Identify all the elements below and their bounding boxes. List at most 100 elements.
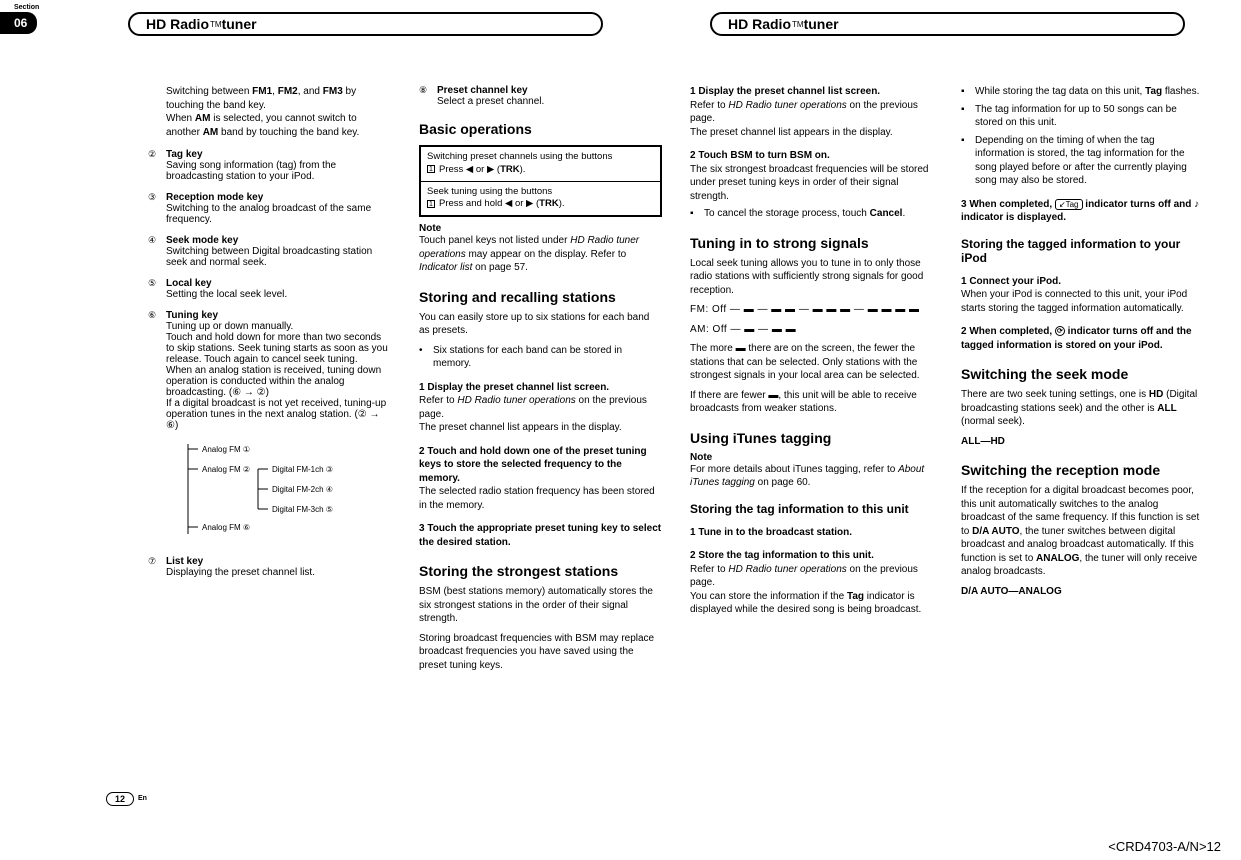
column-2: ⑧ Preset channel keySelect a preset chan… [419, 85, 662, 678]
t: ALL [1157, 403, 1176, 414]
item-4: ④ Seek mode keySwitching between Digital… [148, 235, 391, 268]
t: The more ▬ there are on the screen, the … [690, 342, 933, 383]
t: 1 Tune in to the broadcast station. [690, 526, 933, 540]
desc: Touch and hold down for more than two se… [166, 332, 391, 365]
diag-d1: Digital FM-1ch ③ [272, 465, 333, 474]
c3-step-2: 2 Touch BSM to turn BSM on. The six stro… [690, 149, 933, 203]
t: Tag [1145, 86, 1162, 97]
t: Refer to [690, 564, 728, 575]
t: Depending on the timing of when the tag … [975, 134, 1204, 188]
t: FM1 [252, 86, 272, 97]
title: Tuning key [166, 310, 391, 321]
title: List key [166, 556, 391, 567]
t: You can easily store up to six stations … [419, 311, 662, 338]
t: Refer to [690, 100, 728, 111]
t: If there are fewer ▬, this unit will be … [690, 389, 933, 416]
desc: Switching between Digital broadcasting s… [166, 246, 391, 268]
num: ⑥ [148, 310, 166, 431]
note-text: Touch panel keys not listed under HD Rad… [419, 234, 662, 275]
title: Local key [166, 278, 391, 289]
op-row-1: Switching preset channels using the butt… [421, 147, 660, 181]
t: on page 57. [472, 262, 528, 273]
t: BSM (best stations memory) automatically… [419, 585, 662, 626]
t: HD Radio tuner operations [728, 564, 846, 575]
t: 3 When completed, ↙Tag indicator turns o… [961, 198, 1204, 225]
header-title-r: HD Radio [728, 16, 791, 32]
t: Touch panel keys not listed under [419, 235, 570, 246]
desc: If a digital broadcast is not yet receiv… [166, 398, 391, 431]
column-1: Switching between FM1, FM2, and FM3 by t… [148, 85, 391, 678]
title: Seek mode key [166, 235, 391, 246]
heading-strongest-stations: Storing the strongest stations [419, 563, 662, 579]
t: The preset channel list appears in the d… [419, 421, 662, 435]
t: Seek tuning using the buttons [427, 186, 654, 199]
operations-box: Switching preset channels using the butt… [419, 145, 662, 217]
t: ). [520, 164, 526, 175]
ipod-step-1: 1 Connect your iPod. When your iPod is c… [961, 275, 1204, 316]
t: 2 Touch BSM to turn BSM on. [690, 149, 933, 163]
num: ⑤ [148, 278, 166, 300]
ipod-step-2: 2 When completed, ⟳ indicator turns off … [961, 325, 1204, 352]
t: ). [559, 198, 565, 209]
t: , and [298, 86, 323, 97]
heading-store-ipod: Storing the tagged information to your i… [961, 237, 1204, 265]
t: 3 Touch the appropriate preset tuning ke… [419, 522, 662, 549]
t: The preset channel list appears in the d… [690, 126, 933, 140]
t: FM2 [278, 86, 298, 97]
desc: Saving song information (tag) from the b… [166, 160, 391, 182]
header-title: HD Radio [146, 16, 209, 32]
t: Local seek tuning allows you to tune in … [690, 257, 933, 298]
t: HD Radio tuner operations [457, 395, 575, 406]
t: When [166, 113, 195, 124]
desc: Setting the local seek level. [166, 289, 391, 300]
t: AM [203, 127, 219, 138]
bullet: ▪The tag information for up to 50 songs … [961, 103, 1204, 130]
step-3: 3 Touch the appropriate preset tuning ke… [419, 522, 662, 549]
t: Cancel [870, 208, 903, 219]
seek-mode-values: ALL—HD [961, 436, 1005, 447]
am-levels: AM: Off — ▬ — ▬ ▬ [690, 323, 933, 337]
t: Switching between [166, 86, 252, 97]
t: 2 When completed, [961, 326, 1055, 337]
col1-intro: Switching between FM1, FM2, and FM3 by t… [148, 85, 391, 139]
bullet: ▪While storing the tag data on this unit… [961, 85, 1204, 99]
t: Refer to [419, 395, 457, 406]
c3-st-2: 2 Store the tag information to this unit… [690, 549, 933, 617]
t: Storing broadcast frequencies with BSM m… [419, 632, 662, 673]
t: 2 Store the tag information to this unit… [690, 549, 933, 563]
t: While storing the tag data on this unit, [975, 86, 1145, 97]
item-8: ⑧ Preset channel keySelect a preset chan… [419, 85, 662, 107]
item-5: ⑤ Local keySetting the local seek level. [148, 278, 391, 300]
t: There are two seek tuning settings, one … [961, 389, 1149, 400]
reception-para: If the reception for a digital broadcast… [961, 484, 1204, 579]
t: Press ◀ or ▶ ( [439, 164, 500, 175]
page-number: 12 [106, 792, 134, 806]
t: Press and hold ◀ or ▶ ( [439, 198, 539, 209]
desc: When an analog station is received, tuni… [166, 365, 391, 398]
t: The tag information for up to 50 songs c… [975, 103, 1204, 130]
diag-d3: Digital FM-3ch ⑤ [272, 505, 333, 514]
header-tm: TM [210, 20, 222, 29]
t: D/A AUTO [972, 526, 1019, 537]
section-number-tab: 06 [0, 12, 37, 34]
heading-itunes-tagging: Using iTunes tagging [690, 430, 933, 446]
t: band by touching the band key. [218, 127, 359, 138]
t: You can store the information if the [690, 591, 847, 602]
itunes-note: For more details about iTunes tagging, r… [690, 463, 933, 490]
heading-switch-seek: Switching the seek mode [961, 366, 1204, 382]
t: The six strongest broadcast frequencies … [690, 163, 933, 204]
t: HD [1149, 389, 1163, 400]
box-icon: 1 [427, 165, 435, 173]
t: AM [195, 113, 211, 124]
item-7: ⑦ List keyDisplaying the preset channel … [148, 556, 391, 578]
t: 2 When completed, ⟳ indicator turns off … [961, 325, 1204, 352]
t: 1 Display the preset channel list screen… [419, 381, 662, 395]
diag-a2: Analog FM ② [202, 465, 250, 474]
c4-step-3: 3 When completed, ↙Tag indicator turns o… [961, 198, 1204, 225]
t: (normal seek). [961, 416, 1025, 427]
c3-st-1: 1 Tune in to the broadcast station. [690, 526, 933, 540]
header-left: HD RadioTM tuner [128, 12, 603, 36]
footer-code: <CRD4703-A/N>12 [1108, 839, 1221, 854]
tag-icon: ↙Tag [1055, 199, 1083, 210]
header-right: HD RadioTM tuner [710, 12, 1185, 36]
